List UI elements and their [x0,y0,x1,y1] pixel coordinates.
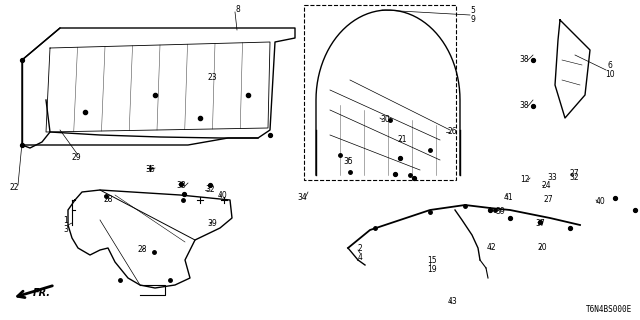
Text: 22: 22 [9,183,19,193]
Text: 35: 35 [343,157,353,166]
Bar [304,5,456,180]
Text: 43: 43 [447,298,457,307]
Text: 28: 28 [137,245,147,254]
Text: 32: 32 [569,173,579,182]
Text: 26: 26 [447,127,457,137]
Text: 8: 8 [236,5,241,14]
Text: 38: 38 [519,55,529,65]
Text: 21: 21 [397,135,407,145]
Text: 39: 39 [495,207,505,217]
Text: 23: 23 [207,74,217,83]
Text: 6
10: 6 10 [605,61,615,79]
Text: FR.: FR. [33,288,51,298]
Text: 24: 24 [541,180,551,189]
Text: 2
4: 2 4 [358,244,362,262]
Text: 33: 33 [176,181,186,190]
Text: 33: 33 [547,173,557,182]
Text: 39: 39 [207,220,217,228]
Text: 37: 37 [535,220,545,228]
Text: 32: 32 [205,186,215,195]
Text: 28: 28 [103,196,113,204]
Text: 1
3: 1 3 [63,216,68,234]
Text: 40: 40 [217,191,227,201]
Text: 5
9: 5 9 [470,6,476,24]
Text: T6N4BS000E: T6N4BS000E [586,305,632,314]
Text: 42: 42 [486,244,496,252]
Text: 20: 20 [537,244,547,252]
Text: 27: 27 [569,170,579,179]
Text: 30: 30 [380,116,390,124]
Text: 38: 38 [519,101,529,110]
Text: 27: 27 [543,196,553,204]
Text: 15
19: 15 19 [427,256,437,274]
Text: 36: 36 [145,165,155,174]
Text: 40: 40 [595,197,605,206]
Text: 12: 12 [520,175,530,185]
Text: 41: 41 [503,193,513,202]
Text: 29: 29 [71,153,81,162]
Text: 34: 34 [297,194,307,203]
